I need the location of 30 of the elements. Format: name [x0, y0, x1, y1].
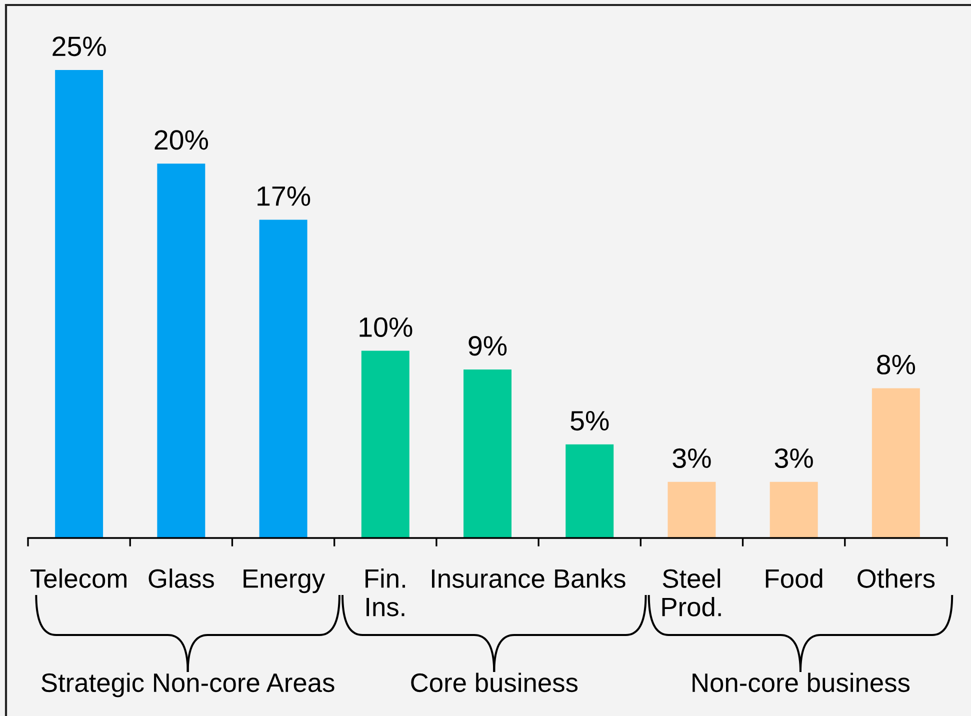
- data-label: 5%: [570, 411, 609, 431]
- data-label: 3%: [672, 448, 711, 468]
- data-label: 8%: [877, 354, 916, 374]
- bar: [566, 444, 614, 538]
- data-label: 25%: [52, 36, 106, 56]
- bar: [259, 220, 308, 538]
- x-tick-label: Telecom: [30, 568, 126, 588]
- data-label: 10%: [360, 317, 412, 337]
- data-label: 3%: [774, 448, 813, 468]
- bar: [668, 482, 716, 538]
- x-tick-label: Glass: [148, 568, 214, 588]
- text: Core business: [411, 672, 578, 692]
- x-tick-label: Energy: [244, 570, 326, 594]
- bar: [157, 164, 206, 538]
- text: Strategic Non-core Areas: [42, 672, 334, 698]
- x-tick-label: Banks: [555, 568, 626, 588]
- x-tick-label: Insurance: [432, 570, 544, 588]
- x-tick-label: Steel Prod.: [662, 568, 721, 616]
- x-tick-label: Food: [766, 568, 822, 588]
- bar: [464, 370, 512, 538]
- data-label: 20%: [154, 130, 208, 150]
- data-label: 9%: [468, 336, 507, 356]
- text: Non-core business: [692, 672, 910, 692]
- bar: [55, 70, 104, 538]
- bar: [361, 350, 410, 538]
- bar: [770, 482, 818, 538]
- data-label: 17%: [258, 186, 310, 206]
- x-tick-label: Others: [858, 568, 935, 588]
- bar: [872, 388, 920, 538]
- x-tick-label: Fin. Ins.: [366, 568, 405, 616]
